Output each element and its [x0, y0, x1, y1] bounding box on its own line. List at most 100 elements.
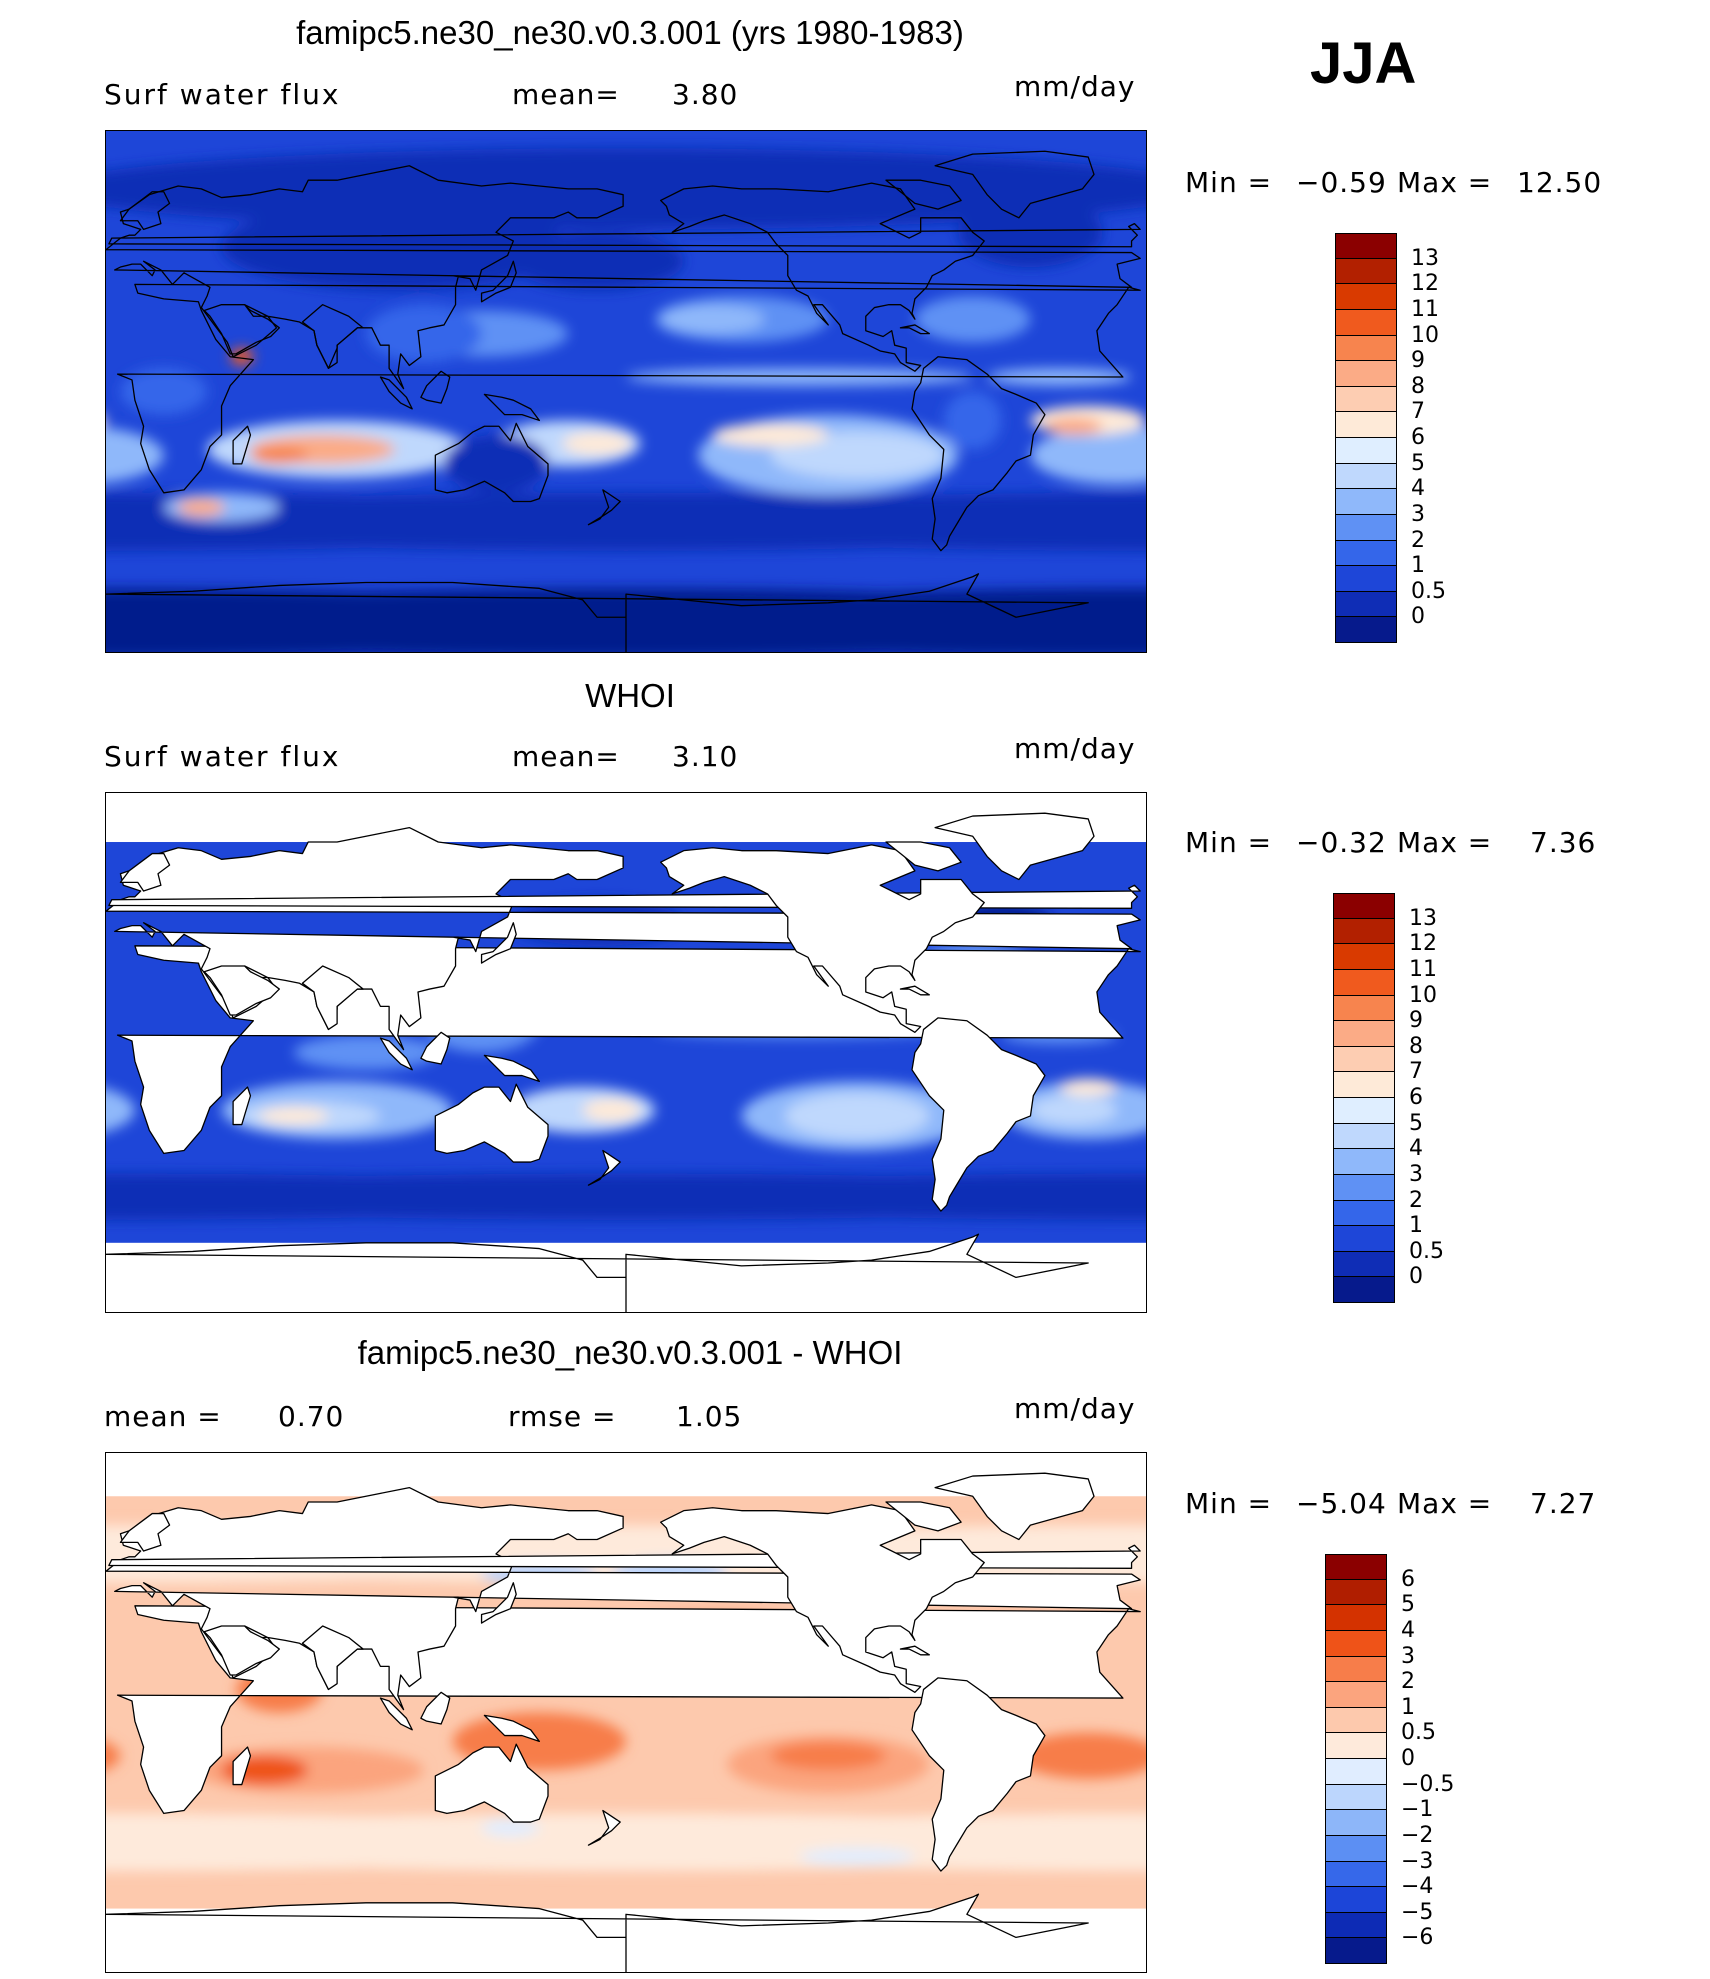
colorbar-tick-label: 8	[1411, 373, 1425, 399]
map-canvas	[106, 1453, 1146, 1972]
field-region	[106, 588, 684, 652]
coastline-arabia	[203, 304, 280, 355]
coastline-baffin	[885, 179, 962, 210]
panel1-title: famipc5.ne30_ne30.v0.3.001 (yrs 1980-198…	[296, 14, 964, 51]
colorbar-swatch	[1333, 893, 1395, 919]
colorbar-swatch	[1333, 1174, 1395, 1201]
colorbar-swatch	[1335, 386, 1397, 413]
colorbar-tick-label: 5	[1401, 1592, 1415, 1618]
coastline-samerica	[911, 1677, 1046, 1872]
panel3-mean-label: mean =	[104, 1400, 222, 1433]
colorbar-swatch	[1325, 1759, 1387, 1785]
coastline-australia	[434, 1083, 549, 1163]
coastline-india	[301, 965, 364, 1031]
panel1-field-label: Surf water flux	[104, 78, 341, 111]
field-region	[568, 492, 1146, 551]
field-region	[106, 171, 164, 207]
coastline-india	[301, 304, 364, 369]
colorbar-swatch	[1335, 412, 1397, 438]
panel2-max-label: Max =	[1397, 826, 1493, 859]
colorbar-tick-label: 0.5	[1409, 1238, 1444, 1264]
coastline-newguinea	[483, 393, 540, 422]
panel1-colorbar: 13 12 11 10 9 8 7 6 5 4 3 2 1 0.5 0	[1335, 233, 1446, 643]
colorbar-tick-label: 9	[1409, 1008, 1423, 1034]
colorbar-swatch	[1325, 1605, 1387, 1631]
coastline-greenland	[934, 1472, 1095, 1541]
colorbar-tick-label: 0.5	[1401, 1720, 1436, 1746]
panel2-colorbar: 13 12 11 10 9 8 7 6 5 4 3 2 1 0.5 0	[1333, 893, 1444, 1303]
coastline-cuba	[899, 985, 930, 996]
panel2-title: WHOI	[585, 677, 675, 714]
coastline-japan	[480, 260, 517, 303]
colorbar-tick-label: 1	[1409, 1213, 1423, 1239]
colorbar-swatch	[1325, 1579, 1387, 1606]
coastline-scand	[119, 852, 171, 892]
coastline-baffin	[885, 841, 962, 872]
colorbar-tick-label: 6	[1411, 425, 1425, 450]
colorbar-swatch	[1333, 1098, 1395, 1124]
colorbar-swatch	[1333, 1251, 1395, 1278]
field-region	[660, 304, 765, 334]
panel2-field-label: Surf water flux	[104, 740, 341, 773]
colorbar-swatch	[1335, 591, 1397, 618]
coastline-arabia	[203, 1625, 280, 1676]
colorbar-swatch	[1333, 1072, 1395, 1098]
field-region	[626, 368, 973, 386]
coastline-india	[301, 1625, 364, 1691]
colorbar-tick-label: 1	[1401, 1694, 1415, 1720]
map-canvas	[106, 793, 1146, 1312]
field-region	[770, 1741, 886, 1771]
coastline-madagascar	[232, 1746, 252, 1786]
colorbar-tick-label: 13	[1409, 905, 1437, 931]
panel3-max-label: Max =	[1397, 1487, 1493, 1520]
colorbar-tick-label: 3	[1401, 1643, 1415, 1669]
colorbar-tick-label: 10	[1409, 982, 1437, 1008]
field-region	[481, 1819, 540, 1837]
coastline-australia	[434, 1743, 549, 1823]
panel2-max-value: 7.36	[1530, 826, 1597, 859]
colorbar-swatch	[1333, 918, 1395, 945]
colorbar-tick-label: −6	[1401, 1925, 1434, 1951]
field-region	[106, 1088, 135, 1132]
colorbar-swatch	[1325, 1810, 1387, 1836]
colorbar-swatch	[1325, 1784, 1387, 1811]
field-region	[293, 1035, 439, 1070]
coastline-cuba	[899, 324, 930, 335]
panel1-min-value: −0.59	[1296, 166, 1387, 199]
field-contours	[106, 148, 1146, 652]
colorbar-swatch	[1333, 1226, 1395, 1252]
field-region	[582, 1098, 641, 1122]
colorbar-tick-label: 5	[1409, 1110, 1423, 1136]
coastline-baffin	[885, 1501, 962, 1532]
colorbar-swatch	[1325, 1630, 1387, 1657]
colorbar-swatch	[1333, 969, 1395, 996]
panel1-max-label: Max =	[1397, 166, 1493, 199]
colorbar-tick-label: 1	[1411, 553, 1425, 579]
field-region	[221, 203, 569, 291]
panel3-rmse-label: rmse =	[508, 1400, 617, 1433]
coastline-africa	[116, 283, 1141, 494]
colorbar-tick-label: 0	[1409, 1264, 1423, 1290]
coastline-madagascar	[232, 1086, 252, 1126]
colorbar-swatch	[1333, 1149, 1395, 1175]
coastline-namerica	[660, 182, 985, 372]
coastline-sumatra	[379, 1037, 413, 1071]
colorbar-tick-label: −1	[1401, 1797, 1434, 1823]
panel1-mean-label: mean=	[512, 78, 620, 111]
field-region	[799, 1848, 915, 1866]
panel1-units: mm/day	[1014, 70, 1136, 103]
field-region	[568, 588, 1146, 652]
panel1-mean-value: 3.80	[672, 78, 739, 111]
panel3-map	[105, 1452, 1147, 1973]
colorbar-swatch	[1325, 1938, 1387, 1964]
panel2-units: mm/day	[1014, 732, 1136, 765]
colorbar-swatch	[1325, 1912, 1387, 1939]
colorbar-swatch	[1335, 514, 1397, 541]
panel1-max-value: 12.50	[1517, 166, 1603, 199]
coastline-nz	[587, 489, 621, 526]
colorbar-swatch	[1333, 1046, 1395, 1073]
colorbar-tick-label: 7	[1409, 1059, 1423, 1085]
field-region	[444, 434, 548, 493]
coastline-britain	[108, 222, 1141, 248]
field-contours	[106, 899, 1146, 1220]
